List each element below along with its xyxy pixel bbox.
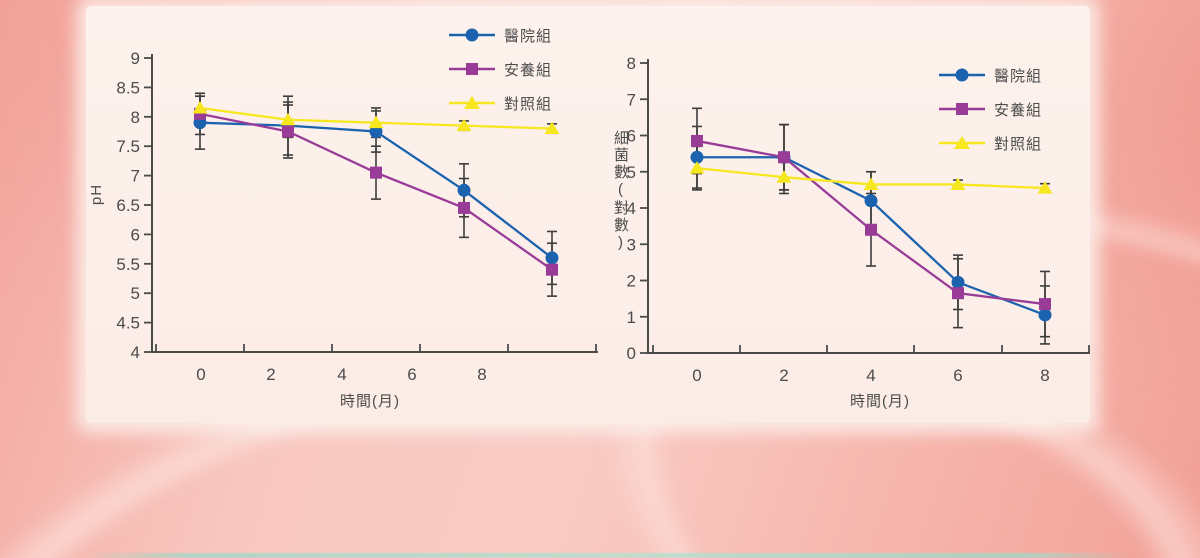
y-tick-label: 7 — [627, 90, 636, 109]
x-axis-label: 時間(月) — [340, 393, 400, 410]
data-point-triangle — [192, 100, 208, 114]
data-point-triangle — [368, 115, 384, 129]
data-point-circle — [951, 275, 965, 289]
legend-label: 醫院組 — [994, 67, 1043, 85]
legend-item-hospital-group: 醫院組 — [448, 18, 552, 52]
x-tick-label: 0 — [692, 366, 701, 385]
x-tick-label: 8 — [477, 365, 486, 384]
y-tick-label: 5 — [627, 163, 636, 182]
data-point-square — [546, 263, 558, 276]
legend-label: 安養組 — [994, 101, 1043, 119]
x-tick-label: 2 — [779, 366, 788, 385]
data-point-circle — [864, 194, 878, 208]
ph-plot-area: 4 4.5 5 5.5 6 6.5 7 7.5 8 8.5 9 0 2 4 6 8 — [116, 49, 598, 384]
legend-item-nursing-group: 安養組 — [448, 52, 552, 86]
line-circle-marker-icon — [939, 68, 985, 82]
y-tick-label: 8 — [627, 54, 636, 73]
legend-label: 安養組 — [504, 61, 553, 79]
legend-label: 醫院組 — [504, 27, 553, 45]
line-triangle-marker-icon — [449, 96, 495, 109]
data-point-triangle — [776, 170, 792, 183]
line-square-marker-icon — [939, 103, 985, 115]
data-point-square — [865, 223, 877, 236]
legend-item-control-group: 對照組 — [938, 126, 1042, 160]
legend-label: 對照組 — [994, 135, 1043, 153]
x-tick-label: 8 — [1040, 366, 1049, 385]
y-tick-label: 7 — [131, 167, 140, 186]
x-tick-label: 4 — [337, 365, 346, 384]
legend-item-hospital-group: 醫院組 — [938, 58, 1042, 92]
x-tick-label: 6 — [407, 365, 416, 384]
legend-item-control-group: 對照組 — [448, 86, 552, 120]
data-point-square — [1039, 298, 1051, 311]
data-point-square — [952, 287, 964, 300]
y-tick-label: 7.5 — [116, 137, 140, 156]
line-square-marker-icon — [449, 63, 495, 75]
y-tick-label: 8.5 — [116, 78, 140, 97]
data-point-circle — [457, 183, 471, 197]
data-point-triangle — [950, 177, 966, 190]
data-point-square — [778, 151, 790, 164]
bacteria-plot-area: 0 1 2 3 4 5 6 7 8 0 2 4 6 8 — [627, 54, 1090, 385]
y-tick-label: 6 — [131, 225, 140, 244]
bottom-teal-strip — [85, 553, 1130, 558]
data-point-triangle — [280, 112, 296, 126]
x-tick-label: 4 — [866, 366, 875, 385]
y-tick-label: 6 — [627, 127, 636, 146]
legend-label: 對照組 — [504, 95, 553, 113]
data-point-square — [282, 125, 294, 138]
y-tick-label: 6.5 — [116, 196, 140, 215]
data-point-circle — [690, 150, 704, 164]
y-tick-label: 4 — [131, 343, 140, 362]
data-point-triangle — [689, 161, 705, 174]
y-tick-label: 4.5 — [116, 314, 140, 333]
data-point-circle — [545, 251, 559, 265]
data-point-triangle — [1037, 181, 1053, 194]
legend-item-nursing-group: 安養組 — [938, 92, 1042, 126]
y-tick-label: 5 — [131, 284, 140, 303]
bacteria-count-chart: 0 1 2 3 4 5 6 7 8 0 2 4 6 8 細菌數(對數) 時間(月) 醫院組 安養組 — [600, 8, 1100, 422]
data-point-circle — [1038, 308, 1052, 322]
y-axis-label: 細菌數(對數) — [612, 130, 629, 253]
x-tick-label: 6 — [953, 366, 962, 385]
y-tick-label: 8 — [131, 108, 140, 127]
y-tick-label: 5.5 — [116, 255, 140, 274]
data-point-square — [370, 166, 382, 179]
data-point-triangle — [863, 177, 879, 190]
y-tick-label: 1 — [627, 308, 636, 327]
y-tick-label: 9 — [131, 49, 140, 68]
y-axis-label: pH — [88, 183, 106, 206]
data-point-triangle — [456, 118, 472, 132]
data-point-square — [458, 201, 470, 214]
line-triangle-marker-icon — [939, 136, 985, 149]
data-point-triangle — [544, 121, 560, 135]
y-tick-label: 2 — [627, 272, 636, 291]
ph-chart: 4 4.5 5 5.5 6 6.5 7 7.5 8 8.5 9 0 2 4 6 8 pH 時間(月) 醫院組 … — [88, 8, 600, 422]
data-point-square — [691, 134, 703, 147]
y-tick-label: 4 — [627, 199, 636, 218]
y-tick-label: 3 — [627, 235, 636, 254]
legend: 醫院組 安養組 對照組 — [938, 58, 1042, 160]
x-tick-label: 0 — [196, 365, 205, 384]
x-tick-label: 2 — [266, 365, 275, 384]
x-axis-label: 時間(月) — [850, 393, 910, 410]
line-circle-marker-icon — [449, 28, 495, 42]
legend: 醫院組 安養組 對照組 — [448, 18, 552, 120]
data-point-circle — [369, 125, 383, 138]
y-tick-label: 0 — [627, 344, 636, 363]
